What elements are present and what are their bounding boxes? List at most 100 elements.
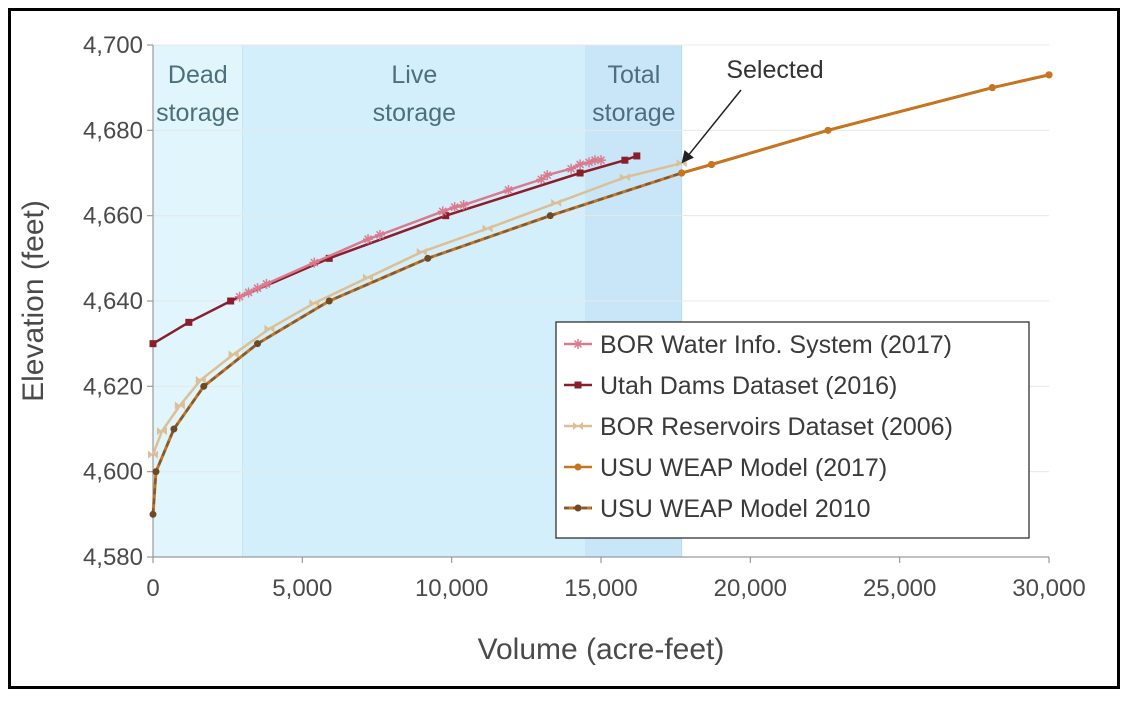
data-point [325, 254, 333, 262]
region-label: Dead [168, 61, 228, 89]
data-point-stroke [573, 339, 583, 349]
data-point [574, 504, 582, 512]
data-point-stroke [310, 258, 319, 267]
data-point [416, 247, 427, 256]
data-point [234, 291, 245, 302]
y-tick-label: 4,620 [83, 373, 143, 400]
legend-label: USU WEAP Model 2010 [600, 495, 871, 523]
region-label: Live [391, 61, 437, 89]
annotation-arrow-line [683, 89, 742, 162]
region-label: Total [607, 61, 660, 89]
data-point [458, 200, 469, 210]
data-point [678, 169, 686, 177]
annotation-arrowhead [681, 150, 694, 164]
data-point [325, 297, 333, 305]
data-point [363, 273, 374, 282]
data-point [149, 510, 157, 518]
x-tick-label: 10,000 [415, 575, 488, 602]
legend-item: BOR Reservoirs Dataset (2006) [564, 413, 953, 441]
data-point [309, 257, 320, 268]
data-point-stroke [262, 279, 271, 288]
data-point-stroke [576, 160, 585, 169]
data-point [1045, 71, 1053, 79]
chart-frame: Dead storage Live storage Total storage 4,580… [8, 8, 1120, 689]
data-point [174, 401, 185, 410]
y-tick-label: 4,660 [83, 203, 143, 230]
data-point-stroke [543, 171, 552, 180]
data-point-stroke [235, 292, 244, 301]
data-point-stroke [504, 186, 513, 195]
legend-item: BOR Water Info. System (2017) [564, 331, 952, 359]
data-point [542, 170, 553, 181]
data-point [573, 339, 583, 349]
region-label: storage [592, 99, 675, 127]
data-point [148, 450, 158, 459]
data-point [200, 382, 208, 390]
x-tick-label: 0 [146, 575, 159, 602]
x-tick-label: 30,000 [1012, 575, 1085, 602]
data-point [708, 160, 716, 168]
data-point [254, 340, 262, 348]
y-tick-label: 4,680 [83, 117, 143, 144]
data-point [621, 156, 629, 164]
data-point [575, 159, 586, 170]
data-point [536, 174, 547, 185]
data-point-stroke [567, 164, 576, 173]
data-point [227, 297, 235, 305]
series-1 [149, 152, 641, 348]
data-point-stroke [596, 156, 606, 165]
y-tick-label: 4,700 [83, 32, 143, 59]
data-point [152, 468, 160, 476]
legend-label: BOR Reservoirs Dataset (2006) [600, 413, 953, 441]
data-point [824, 126, 832, 134]
data-point [619, 173, 630, 182]
y-axis-title: Elevation (feet) [17, 200, 50, 402]
series-line [152, 154, 638, 345]
data-point [573, 422, 583, 430]
data-point [228, 350, 239, 359]
legend-item: USU WEAP Model 2010 [564, 495, 871, 523]
region-label: storage [373, 99, 456, 127]
data-point [576, 169, 584, 177]
legend: BOR Water Info. System (2017) Utah Dams D… [555, 321, 1030, 539]
legend-label: Utah Dams Dataset (2016) [600, 372, 897, 400]
data-point [596, 155, 606, 166]
data-point [574, 381, 582, 389]
data-point [243, 287, 254, 298]
data-point [442, 212, 450, 220]
data-point [156, 427, 167, 436]
series-0 [234, 155, 606, 302]
data-point [574, 463, 582, 471]
data-point [437, 206, 448, 217]
series [148, 71, 1053, 518]
data-point [449, 202, 460, 213]
data-point [149, 340, 157, 348]
legend-label: BOR Water Info. System (2017) [600, 331, 952, 359]
legend-box [555, 321, 1030, 539]
legend-item: Utah Dams Dataset (2016) [564, 372, 897, 400]
data-point [261, 278, 272, 289]
data-point-stroke [438, 207, 447, 216]
data-point-stroke [450, 203, 459, 212]
data-point [482, 224, 493, 233]
legend-label: USU WEAP Model (2017) [600, 454, 887, 482]
data-point [252, 283, 263, 294]
data-point-stroke [253, 284, 262, 293]
legend-item: USU WEAP Model (2017) [564, 454, 887, 482]
data-point [195, 375, 206, 384]
data-point [264, 324, 275, 333]
data-point-stroke [375, 230, 385, 239]
series-2 [148, 159, 687, 459]
data-point [503, 185, 514, 196]
data-point-stroke [244, 288, 253, 297]
annotation-label: Selected [726, 56, 823, 84]
x-tick-label: 15,000 [564, 575, 637, 602]
x-tick-label: 5,000 [272, 575, 332, 602]
y-tick-label: 4,640 [83, 288, 143, 315]
axes: 4,580 4,600 4,620 4,640 4,660 4,680 4,700 0 5,00… [17, 32, 1086, 666]
series-3 [678, 71, 1053, 177]
data-point [374, 229, 385, 240]
data-point-stroke [364, 235, 373, 244]
data-point [633, 152, 641, 160]
series-line [151, 161, 682, 456]
